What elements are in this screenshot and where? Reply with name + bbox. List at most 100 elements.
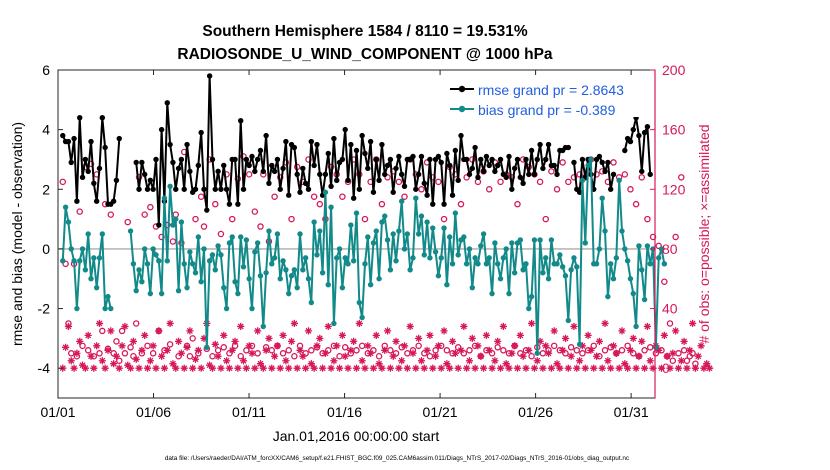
obs-possible-point — [418, 186, 425, 193]
obs-assimilated-point — [200, 334, 208, 342]
rmse-point — [469, 165, 475, 172]
obs-assimilated-point — [550, 327, 558, 335]
rmse-point — [254, 156, 261, 163]
bias-point — [517, 237, 524, 243]
rmse-point — [60, 132, 66, 139]
rmse-point — [187, 168, 193, 175]
bias-point — [398, 198, 405, 204]
obs-assimilated-point — [138, 346, 146, 354]
obs-assimilated-point — [434, 342, 443, 350]
rmse-point — [150, 186, 156, 192]
bias-point — [209, 252, 216, 258]
bias-point — [537, 237, 543, 243]
bias-point — [77, 258, 83, 264]
obs-assimilated-point — [81, 364, 89, 372]
obs-assimilated-point — [680, 337, 688, 345]
obs-assimilated-point — [110, 360, 118, 368]
right-y-tick-label: 200 — [662, 62, 686, 78]
bias-point — [478, 243, 484, 249]
rmse-point — [458, 132, 464, 139]
obs-possible-point — [435, 178, 442, 186]
x-tick-label: 01/21 — [423, 404, 458, 420]
obs-assimilated-point — [559, 346, 567, 354]
obs-possible-point — [601, 347, 609, 354]
obs-assimilated-point — [234, 364, 242, 372]
bias-point — [62, 204, 69, 210]
bias-point — [500, 255, 507, 261]
bias-point — [370, 240, 377, 246]
obs-assimilated-point — [587, 346, 595, 354]
rmse-point — [596, 153, 603, 160]
rmse-point — [311, 162, 317, 169]
rmse-point — [322, 171, 329, 178]
rmse-point — [579, 156, 586, 163]
rmse-point — [607, 186, 614, 192]
rmse-point — [449, 192, 456, 198]
rmse-point — [133, 159, 139, 166]
bias-point — [472, 255, 478, 261]
bias-point — [430, 225, 436, 231]
rmse-point — [170, 159, 176, 166]
rmse-point — [334, 177, 340, 184]
rmse-series — [60, 73, 653, 228]
rmse-point — [353, 147, 360, 154]
obs-assimilated-point — [126, 364, 135, 372]
bias-point — [240, 264, 247, 270]
bias-point — [557, 252, 563, 258]
bias-point — [452, 210, 459, 216]
rmse-point — [226, 201, 233, 207]
obs-assimilated-point — [378, 364, 386, 372]
obs-assimilated-point — [270, 352, 279, 360]
obs-assimilated-point — [296, 346, 304, 354]
obs-assimilated-point — [211, 340, 219, 348]
obs-possible-point — [212, 200, 219, 208]
rmse-point — [181, 186, 187, 192]
rmse-point — [636, 132, 642, 139]
obs-possible-point — [197, 193, 205, 200]
obs-possible-point — [378, 200, 386, 208]
bias-point — [243, 237, 250, 243]
obs-assimilated-point — [556, 364, 564, 372]
bias-point — [582, 240, 588, 246]
obs-assimilated-point — [316, 334, 324, 342]
bias-point — [593, 261, 600, 267]
obs-assimilated-point — [522, 364, 530, 372]
obs-assimilated-point — [697, 342, 705, 350]
obs-assimilated-point — [400, 342, 409, 350]
obs-possible-point — [147, 203, 154, 211]
obs-assimilated-point — [612, 349, 620, 357]
obs-possible-point — [79, 342, 86, 350]
rmse-point — [77, 115, 83, 121]
obs-assimilated-point — [570, 322, 578, 331]
bias-point — [173, 216, 179, 222]
bias-point — [579, 177, 586, 184]
obs-possible-point — [573, 347, 581, 354]
bias-point — [523, 261, 529, 267]
obs-assimilated-point — [530, 364, 539, 372]
obs-possible-point — [166, 341, 174, 348]
obs-possible-point — [395, 178, 403, 186]
obs-assimilated-point — [107, 327, 115, 335]
rmse-point — [534, 156, 540, 163]
bias-point — [297, 231, 303, 237]
bias-point — [531, 237, 538, 243]
obs-possible-point — [243, 347, 250, 354]
rmse-point — [362, 150, 368, 157]
bias-point — [630, 290, 636, 297]
obs-possible-point — [288, 215, 295, 223]
plot-area — [57, 69, 714, 399]
rmse-point — [65, 138, 72, 145]
bias-point — [492, 240, 498, 246]
obs-possible-point — [240, 153, 247, 160]
rmse-point — [373, 156, 379, 163]
obs-possible-point — [567, 344, 575, 351]
bias-point — [311, 219, 317, 225]
rmse-point — [252, 168, 258, 175]
bias-point — [653, 344, 659, 351]
obs-assimilated-point — [62, 343, 70, 351]
obs-assimilated-point — [98, 357, 106, 365]
rmse-point — [359, 132, 365, 139]
bias-point — [528, 293, 535, 300]
obs-assimilated-point — [496, 364, 505, 372]
obs-possible-point — [500, 347, 507, 354]
